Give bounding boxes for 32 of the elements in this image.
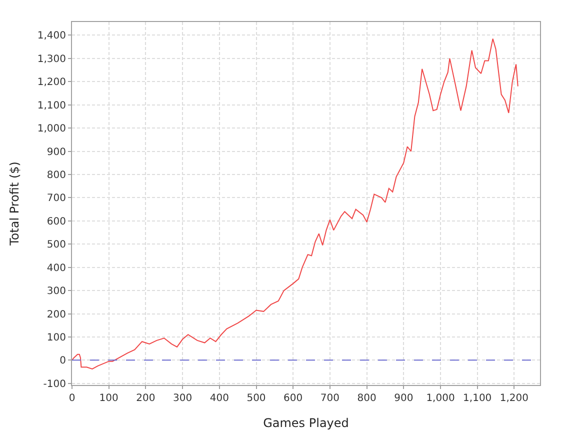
y-tick-label: 900: [46, 146, 66, 158]
x-tick-label: 0: [68, 393, 76, 404]
y-tick-label: 1,400: [37, 30, 66, 42]
y-tick-label: 1,200: [37, 77, 66, 88]
x-tick-label: 1,100: [463, 393, 492, 404]
x-tick-label: 1,000: [426, 393, 455, 404]
x-tick-label: 700: [320, 393, 340, 404]
x-tick-label: 800: [357, 393, 376, 404]
y-tick-label: 1,300: [37, 54, 66, 65]
y-tick-label: 100: [46, 332, 66, 344]
x-tick-label: 1,200: [500, 393, 529, 404]
x-tick-label: 100: [99, 393, 118, 404]
y-tick-label: 400: [46, 262, 66, 274]
y-tick-label: 700: [46, 193, 66, 204]
y-tick-label: 800: [46, 170, 66, 181]
y-tick-label: 1,000: [37, 124, 66, 135]
y-tick-label: -100: [43, 378, 66, 390]
x-tick-label: 500: [246, 393, 266, 404]
y-tick-label: 1,100: [37, 100, 66, 112]
y-axis-title: Total Profit ($): [8, 162, 22, 246]
x-tick-label: 300: [173, 393, 192, 404]
x-axis-title: Games Played: [263, 416, 349, 430]
x-tick-label: 400: [210, 393, 229, 404]
y-tick-label: 0: [60, 356, 66, 367]
y-tick-label: 600: [46, 216, 66, 228]
y-tick-label: 500: [46, 240, 66, 251]
x-tick-label: 600: [284, 393, 303, 404]
x-tick-label: 900: [394, 393, 414, 404]
y-tick-label: 200: [46, 309, 66, 320]
x-tick-label: 200: [136, 393, 156, 404]
y-tick-label: 300: [46, 286, 66, 298]
line-series: [72, 38, 518, 370]
